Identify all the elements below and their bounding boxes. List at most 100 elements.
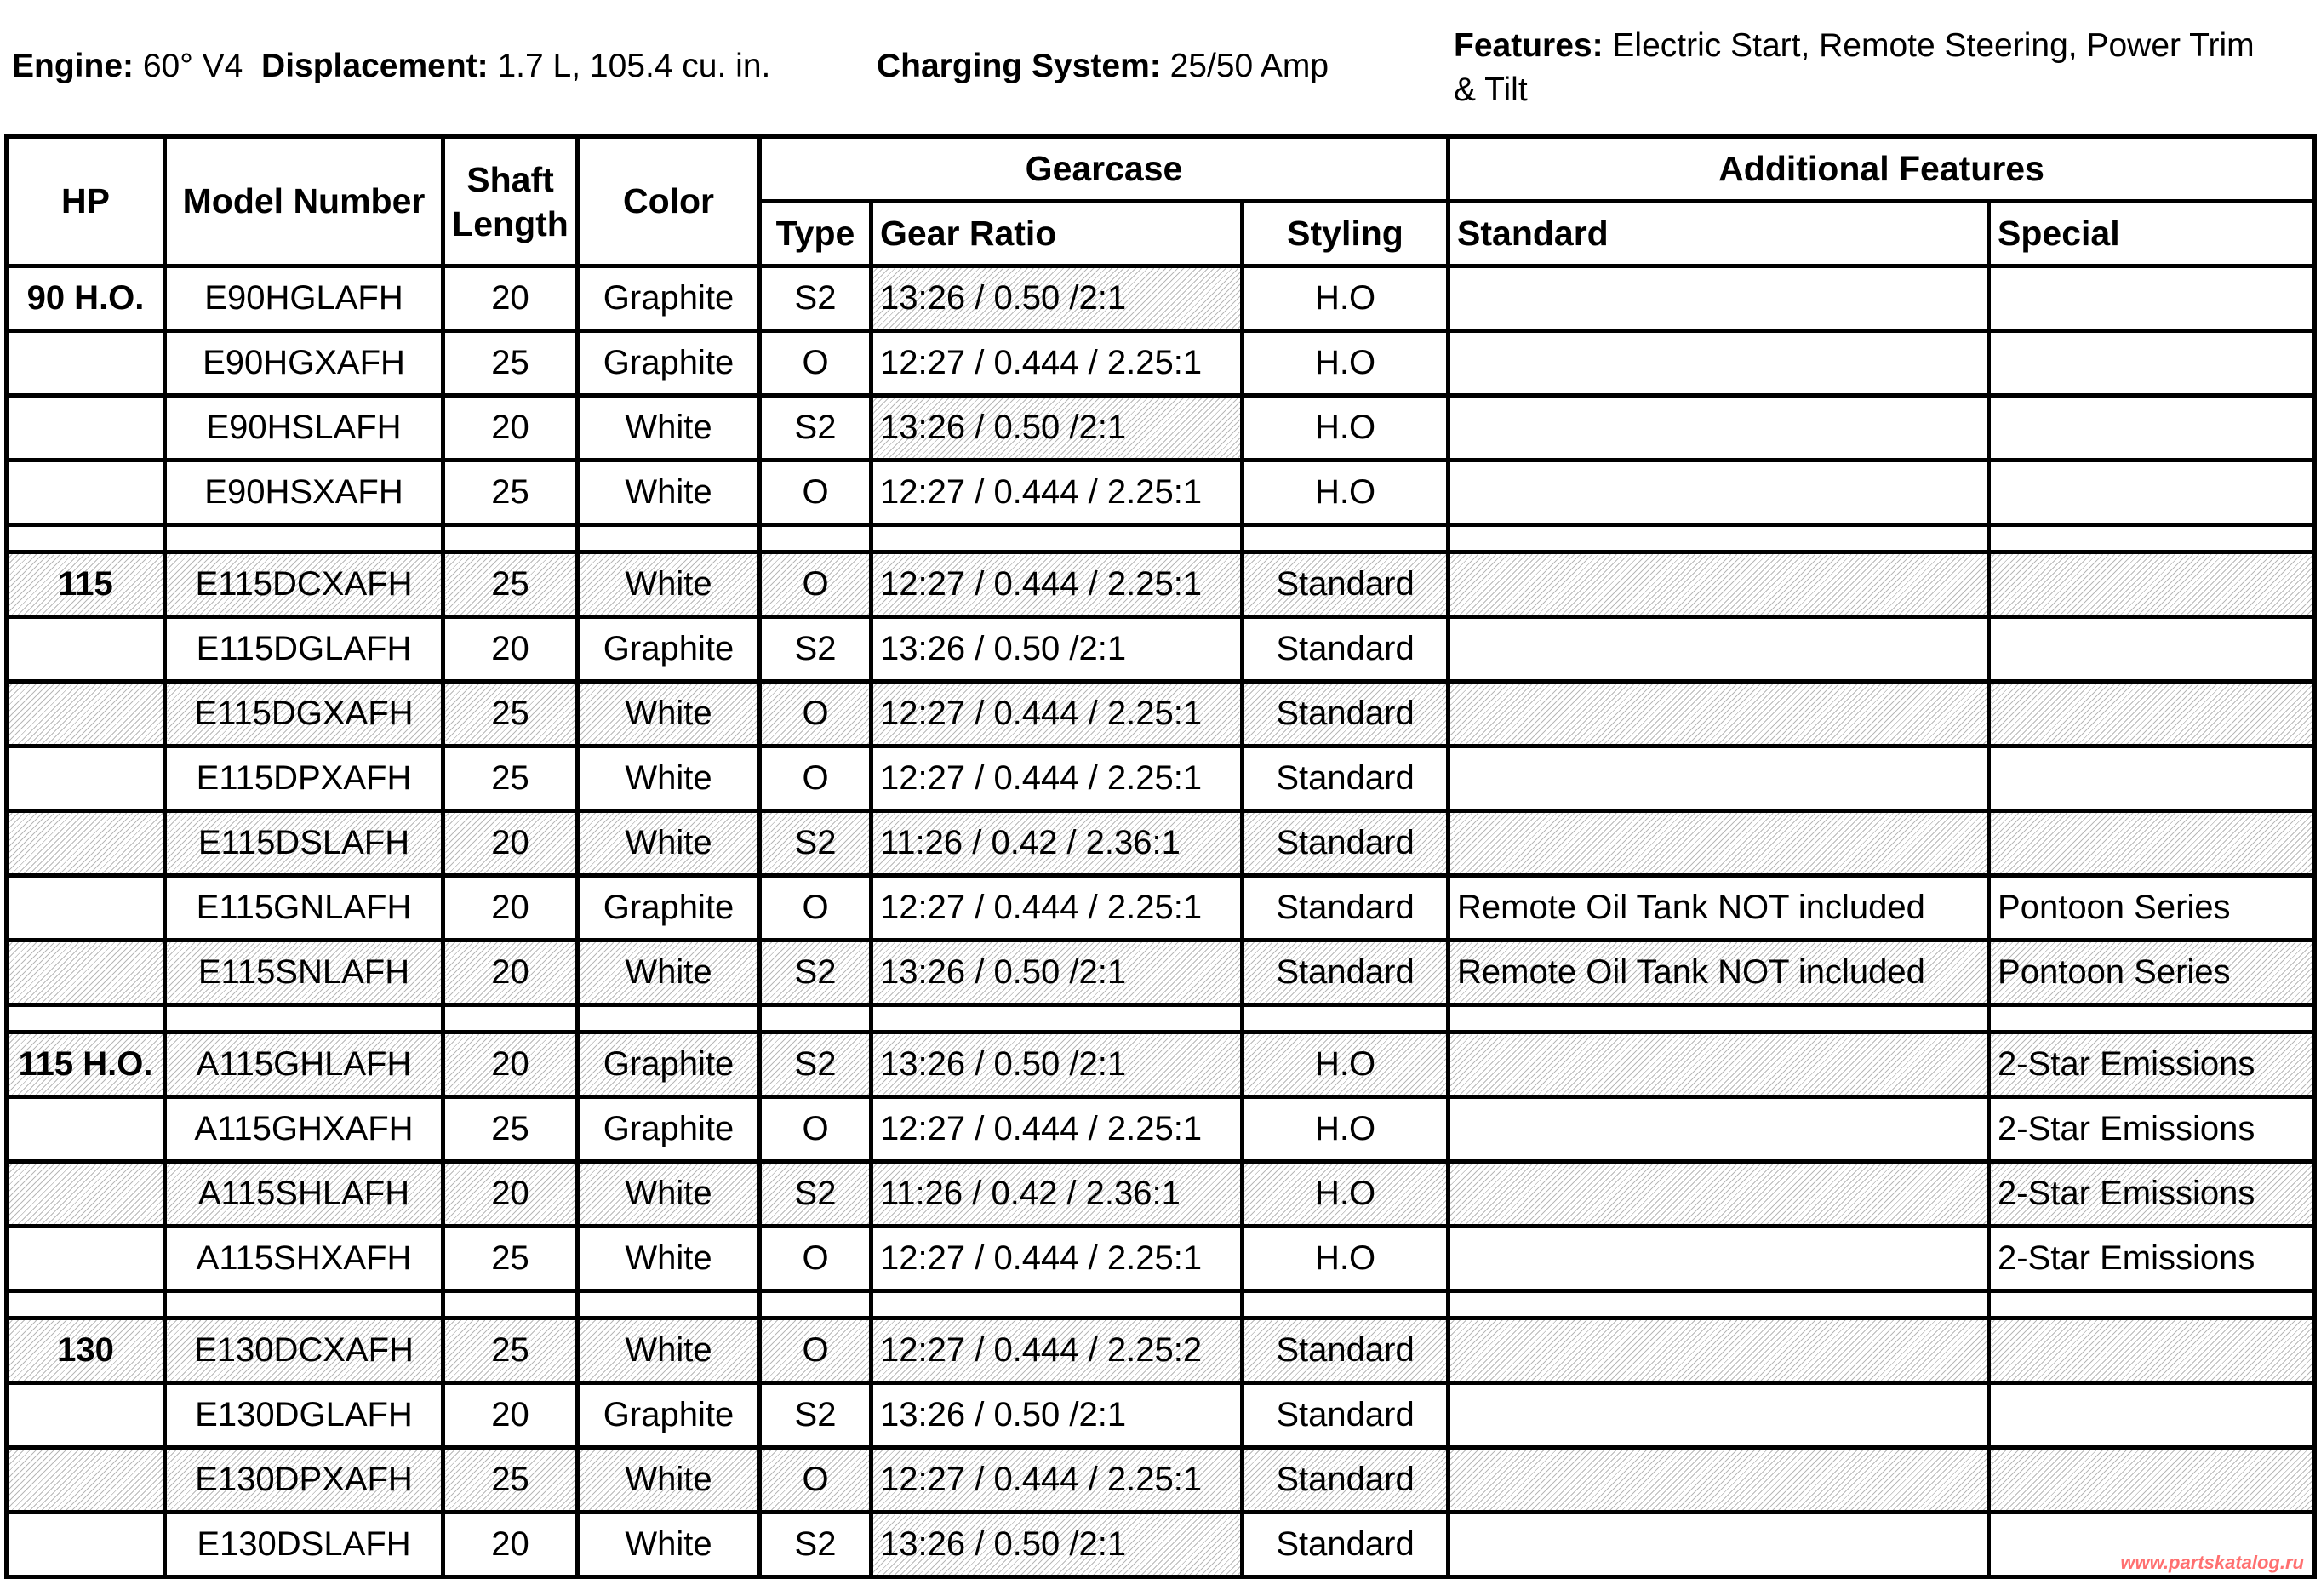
ratio-cell: 11:26 / 0.42 / 2.36:1	[869, 809, 1244, 878]
color-cell: White	[575, 1159, 762, 1228]
special-cell	[1987, 550, 2318, 619]
special-cell	[1987, 615, 2318, 684]
col-model: Model Number	[163, 134, 445, 268]
hp-cell	[4, 1510, 167, 1579]
standard-cell	[1446, 1095, 1992, 1164]
styling-cell: H.O	[1239, 393, 1451, 462]
table-row: E130DSLAFH 20 White S2 13:26 / 0.50 /2:1 Stan…	[4, 1510, 2318, 1579]
color-cell: White	[575, 393, 762, 462]
model-cell: E130DCXAFH	[163, 1316, 445, 1385]
displacement-label: Displacement:	[261, 48, 489, 84]
table-body: 90 H.O. E90HGLAFH 20 Graphite S2 13:26 / 0.50…	[4, 264, 2318, 1579]
model-cell: E115DGLAFH	[163, 615, 445, 684]
spacer-cell	[757, 1003, 873, 1034]
col-gear-ratio: Gear Ratio	[869, 199, 1244, 268]
color-cell: White	[575, 458, 762, 527]
color-cell: Graphite	[575, 615, 762, 684]
model-cell: E115GNLAFH	[163, 873, 445, 942]
standard-cell	[1446, 744, 1992, 813]
styling-cell: Standard	[1239, 809, 1451, 878]
color-cell: Graphite	[575, 264, 762, 333]
type-cell: S2	[757, 938, 873, 1007]
ratio-cell: 12:27 / 0.444 / 2.25:1	[869, 873, 1244, 942]
hp-cell	[4, 873, 167, 942]
ratio-cell: 12:27 / 0.444 / 2.25:1	[869, 329, 1244, 398]
color-cell: Graphite	[575, 1095, 762, 1164]
styling-cell: H.O	[1239, 1159, 1451, 1228]
hp-cell	[4, 1224, 167, 1293]
special-cell: 2-Star Emissions	[1987, 1224, 2318, 1293]
type-cell: O	[757, 1316, 873, 1385]
shaft-cell: 20	[441, 1381, 580, 1450]
special-cell	[1987, 809, 2318, 878]
styling-cell: Standard	[1239, 615, 1451, 684]
hp-cell: 115	[4, 550, 167, 619]
type-cell: S2	[757, 1381, 873, 1450]
spacer-cell	[441, 1003, 580, 1034]
special-cell	[1987, 393, 2318, 462]
type-cell: O	[757, 873, 873, 942]
ratio-cell: 13:26 / 0.50 /2:1	[869, 393, 1244, 462]
hp-cell	[4, 679, 167, 748]
spacer-cell	[575, 1289, 762, 1320]
hp-cell	[4, 1159, 167, 1228]
spacer-cell	[163, 1289, 445, 1320]
spacer-cell	[1239, 1289, 1451, 1320]
type-cell: S2	[757, 1510, 873, 1579]
shaft-cell: 20	[441, 1159, 580, 1228]
special-cell	[1987, 1445, 2318, 1514]
hp-cell	[4, 1095, 167, 1164]
type-cell: O	[757, 1095, 873, 1164]
hp-cell	[4, 938, 167, 1007]
model-cell: E115DSLAFH	[163, 809, 445, 878]
spacer-cell	[1446, 1289, 1992, 1320]
spacer-cell	[163, 1003, 445, 1034]
type-cell: O	[757, 1445, 873, 1514]
standard-cell	[1446, 1381, 1992, 1450]
shaft-cell: 20	[441, 1030, 580, 1099]
spacer-cell	[1239, 523, 1451, 554]
styling-cell: Standard	[1239, 1316, 1451, 1385]
model-cell: E90HSXAFH	[163, 458, 445, 527]
model-cell: A115GHLAFH	[163, 1030, 445, 1099]
ratio-cell: 13:26 / 0.50 /2:1	[869, 938, 1244, 1007]
model-cell: E130DPXAFH	[163, 1445, 445, 1514]
ratio-cell: 13:26 / 0.50 /2:1	[869, 1030, 1244, 1099]
color-cell: White	[575, 744, 762, 813]
standard-cell	[1446, 264, 1992, 333]
standard-cell	[1446, 1510, 1992, 1579]
special-cell: Pontoon Series	[1987, 938, 2318, 1007]
hp-cell	[4, 744, 167, 813]
ratio-cell: 12:27 / 0.444 / 2.25:1	[869, 550, 1244, 619]
color-cell: Graphite	[575, 873, 762, 942]
col-standard: Standard	[1446, 199, 1992, 268]
special-cell: 2-Star Emissions	[1987, 1095, 2318, 1164]
table-row: E115DSLAFH 20 White S2 11:26 / 0.42 / 2.36:1…	[4, 809, 2318, 878]
styling-cell: Standard	[1239, 744, 1451, 813]
watermark: www.partskatalog.ru	[2120, 1552, 2304, 1573]
table-row: A115GHXAFH 25 Graphite O 12:27 / 0.444 / 2.2…	[4, 1095, 2318, 1164]
col-special: Special	[1987, 199, 2318, 268]
spacer-cell	[575, 1003, 762, 1034]
shaft-cell: 25	[441, 679, 580, 748]
special-cell: 2-Star Emissions	[1987, 1030, 2318, 1099]
hp-cell	[4, 393, 167, 462]
styling-cell: H.O	[1239, 1030, 1451, 1099]
charging-spec: Charging System: 25/50 Amp	[877, 48, 1329, 85]
styling-cell: Standard	[1239, 679, 1451, 748]
features-label: Features:	[1454, 27, 1604, 64]
model-cell: E90HGLAFH	[163, 264, 445, 333]
type-cell: O	[757, 1224, 873, 1293]
spacer-cell	[869, 1003, 1244, 1034]
ratio-cell: 13:26 / 0.50 /2:1	[869, 1381, 1244, 1450]
hp-cell	[4, 1445, 167, 1514]
type-cell: S2	[757, 393, 873, 462]
hp-cell: 115 H.O.	[4, 1030, 167, 1099]
styling-cell: H.O	[1239, 264, 1451, 333]
styling-cell: Standard	[1239, 1381, 1451, 1450]
model-cell: A115SHLAFH	[163, 1159, 445, 1228]
table-row: E130DPXAFH 25 White O 12:27 / 0.444 / 2.25:1…	[4, 1445, 2318, 1514]
ratio-cell: 12:27 / 0.444 / 2.25:1	[869, 744, 1244, 813]
hp-cell	[4, 615, 167, 684]
styling-cell: Standard	[1239, 550, 1451, 619]
